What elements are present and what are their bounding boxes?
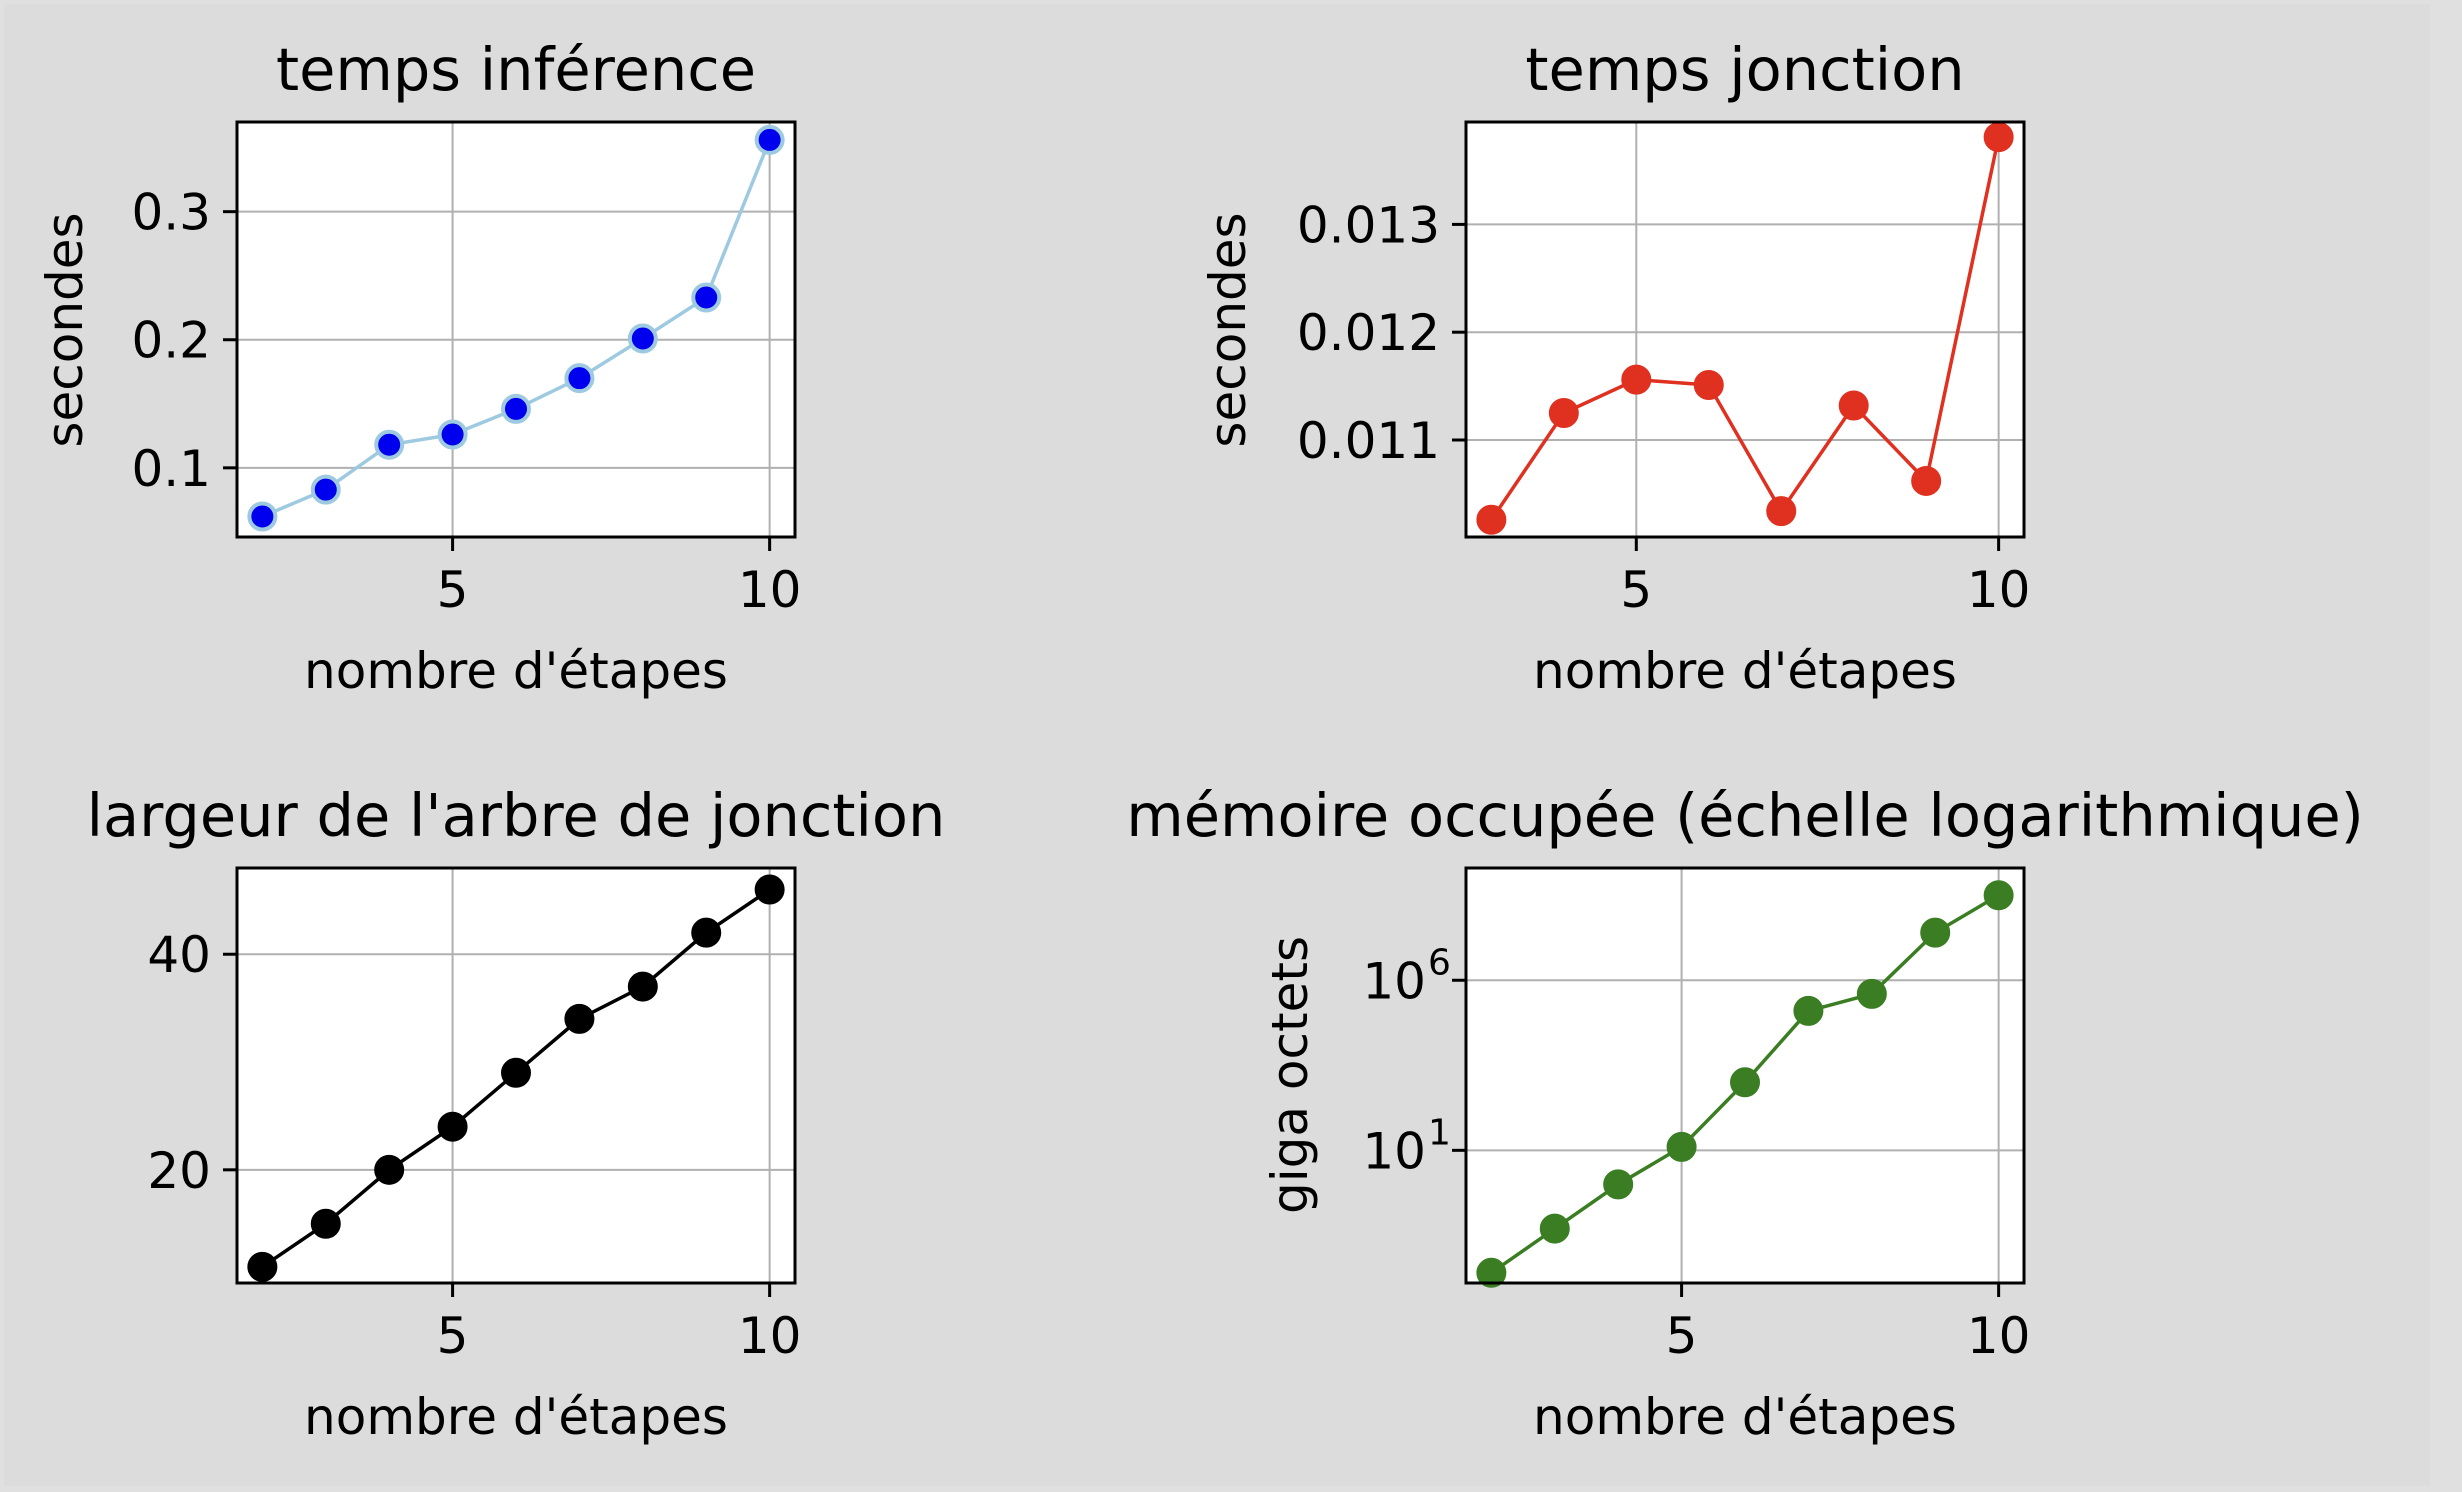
data-point	[374, 429, 405, 460]
axes-frame	[235, 866, 797, 1285]
data-point	[1603, 1169, 1634, 1200]
data-point	[437, 419, 468, 450]
y-axis-label: giga octets	[1261, 936, 1319, 1214]
x-tick-label: 5	[437, 561, 469, 619]
data-point	[564, 1003, 595, 1034]
chart-title: mémoire occupée (échelle logarithmique)	[1126, 781, 2364, 850]
data-point	[1920, 917, 1951, 948]
data-point	[1983, 122, 2014, 153]
y-tick-label: 0.011	[1297, 412, 1440, 470]
series-points	[1476, 880, 2014, 1288]
x-axis-ticks: 5 10	[1620, 537, 2030, 619]
panel-temps-inference: temps inférence 5 10 0.1 0.2 0.3 nombre d'é…	[36, 35, 801, 700]
x-tick-label: 10	[738, 1307, 802, 1365]
x-tick-label: 10	[738, 561, 802, 619]
y-axis-label: secondes	[1199, 212, 1257, 447]
series-points	[247, 874, 785, 1282]
grid	[237, 868, 795, 1283]
x-tick-label: 5	[437, 1307, 469, 1365]
data-point	[627, 323, 658, 354]
grid	[237, 122, 795, 537]
y-tick-exponent: 1	[1428, 1112, 1451, 1153]
y-tick-label: 10	[1362, 952, 1426, 1010]
x-axis-label: nombre d'étapes	[304, 1388, 728, 1446]
data-point	[1911, 465, 1942, 496]
chart-title: largeur de l'arbre de jonction	[87, 781, 946, 850]
data-point	[501, 393, 531, 424]
data-point	[1476, 1257, 1507, 1288]
y-tick-label: 0.3	[131, 184, 211, 242]
data-point	[1766, 496, 1797, 527]
data-point	[754, 874, 785, 905]
x-axis-ticks: 5 10	[437, 537, 802, 619]
data-point	[1793, 995, 1824, 1026]
axes-frame	[235, 120, 797, 539]
data-point	[1666, 1131, 1697, 1162]
chart-title: temps inférence	[276, 35, 756, 104]
axes-frame	[1464, 120, 2026, 539]
plot-area	[237, 122, 795, 537]
series-points	[1476, 122, 2014, 535]
data-point	[1983, 880, 2014, 911]
y-axis-ticks: 0.1 0.2 0.3	[131, 184, 237, 498]
panel-temps-jonction: temps jonction 5 10 0.011 0.012 0.013 nombr…	[1199, 35, 2030, 700]
y-tick-label: 10	[1362, 1122, 1426, 1180]
data-point	[501, 1057, 531, 1088]
data-point	[310, 1208, 341, 1239]
y-tick-label: 0.013	[1297, 196, 1440, 254]
chart-title: temps jonction	[1525, 35, 1964, 104]
data-point	[310, 474, 341, 505]
x-axis-label: nombre d'étapes	[1533, 642, 1957, 700]
data-point	[1476, 504, 1507, 535]
data-point	[374, 1154, 405, 1185]
data-point	[1693, 370, 1724, 401]
grid	[1466, 122, 2024, 537]
data-point	[247, 1251, 278, 1282]
panel-largeur-arbre: largeur de l'arbre de jonction 5 10 2040 …	[87, 781, 946, 1446]
axes-frame	[1464, 866, 2026, 1285]
data-point	[564, 363, 595, 394]
data-point	[1838, 390, 1869, 421]
x-axis-ticks: 5 10	[1666, 1283, 2031, 1365]
x-tick-label: 10	[1967, 561, 2031, 619]
x-axis-label: nombre d'étapes	[1533, 1388, 1957, 1446]
data-point	[691, 917, 722, 948]
data-point	[437, 1111, 468, 1142]
data-point	[691, 282, 722, 313]
data-point	[1621, 364, 1652, 395]
x-axis-label: nombre d'étapes	[304, 642, 728, 700]
y-tick-label: 40	[147, 926, 211, 984]
y-tick-label: 0.012	[1297, 304, 1440, 362]
y-axis-label: secondes	[36, 212, 94, 447]
x-tick-label: 5	[1620, 561, 1652, 619]
series-points	[247, 124, 785, 532]
y-tick-label: 20	[147, 1142, 211, 1200]
x-tick-label: 5	[1666, 1307, 1698, 1365]
data-point	[1856, 978, 1887, 1009]
data-point	[754, 124, 785, 155]
x-tick-label: 10	[1967, 1307, 2031, 1365]
plot-area	[1466, 122, 2024, 537]
data-point	[627, 971, 658, 1002]
y-axis-ticks: 10 110 6	[1362, 942, 1466, 1180]
panel-memoire-occupee: mémoire occupée (échelle logarithmique) …	[1126, 781, 2364, 1446]
y-tick-label: 0.1	[131, 440, 211, 498]
x-axis-ticks: 5 10	[437, 1283, 802, 1365]
data-point	[247, 501, 278, 532]
grid	[1466, 868, 2024, 1283]
data-point	[1539, 1213, 1570, 1244]
y-tick-label: 0.2	[131, 312, 211, 370]
data-point	[1548, 398, 1579, 429]
y-axis-ticks: 0.011 0.012 0.013	[1297, 196, 1466, 470]
y-tick-exponent: 6	[1428, 942, 1451, 983]
data-point	[1730, 1067, 1760, 1098]
